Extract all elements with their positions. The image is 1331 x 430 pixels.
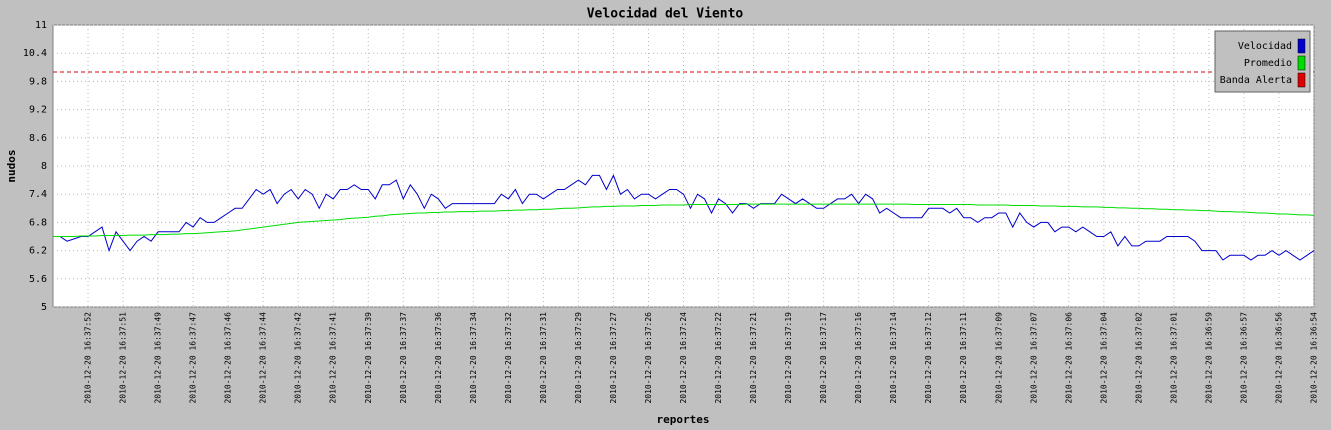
x-tick-label: 2010-12-20 16:37:31 xyxy=(539,312,548,404)
y-tick-label: 9.8 xyxy=(29,76,47,87)
legend-label: Velocidad xyxy=(1238,41,1292,52)
y-tick-label: 8.6 xyxy=(29,133,47,144)
x-tick-label: 2010-12-20 16:37:29 xyxy=(574,312,583,404)
series-line xyxy=(53,174,1315,261)
legend-swatch xyxy=(1297,38,1306,54)
marks xyxy=(53,71,1315,261)
x-tick-label: 2010-12-20 16:37:06 xyxy=(1064,312,1073,404)
x-axis-label: reportes xyxy=(657,413,710,426)
y-tick-label: 5.6 xyxy=(29,274,47,285)
y-tick-label: 5 xyxy=(41,302,47,313)
y-tick-label: 11 xyxy=(35,20,47,31)
x-tick-label: 2010-12-20 16:37:27 xyxy=(609,312,618,404)
x-tick-label: 2010-12-20 16:37:47 xyxy=(189,312,198,404)
x-tick-label: 2010-12-20 16:37:21 xyxy=(749,312,758,404)
x-tick-label: 2010-12-20 16:37:26 xyxy=(644,312,653,404)
chart-title: Velocidad del Viento xyxy=(587,7,744,22)
legend-label: Banda Alerta xyxy=(1220,75,1292,86)
y-tick-label: 10.4 xyxy=(23,48,47,59)
x-tick-label: 2010-12-20 16:37:42 xyxy=(294,312,303,404)
x-tick-label: 2010-12-20 16:36:54 xyxy=(1310,312,1319,404)
x-tick-label: 2010-12-20 16:37:07 xyxy=(1029,312,1038,404)
x-tick-label: 2010-12-20 16:37:01 xyxy=(1169,312,1178,404)
x-tick-label: 2010-12-20 16:37:37 xyxy=(399,312,408,404)
x-tick-label: 2010-12-20 16:37:09 xyxy=(994,312,1003,404)
x-tick-label: 2010-12-20 16:37:51 xyxy=(119,312,128,404)
x-tick-label: 2010-12-20 16:37:49 xyxy=(154,312,163,404)
x-tick-label: 2010-12-20 16:37:14 xyxy=(889,312,898,404)
x-tick-label: 2010-12-20 16:37:11 xyxy=(959,312,968,404)
x-tick-label: 2010-12-20 16:36:56 xyxy=(1274,312,1283,404)
x-tick-label: 2010-12-20 16:36:59 xyxy=(1204,312,1213,404)
x-tick-label: 2010-12-20 16:37:02 xyxy=(1134,312,1143,404)
x-tick-label: 2010-12-20 16:37:19 xyxy=(784,312,793,404)
grid: 5 5.6 6.2 6.8 7.4 8 8.6 9.2 9.8 10.4 11 2010-12-20 … xyxy=(23,20,1319,404)
series-line xyxy=(53,203,1315,237)
x-tick-label: 2010-12-20 16:37:22 xyxy=(714,312,723,404)
x-tick-label: 2010-12-20 16:37:52 xyxy=(84,312,93,404)
x-tick-label: 2010-12-20 16:37:17 xyxy=(819,312,828,404)
legend-label: Promedio xyxy=(1244,58,1292,69)
x-tick-label: 2010-12-20 16:37:24 xyxy=(679,312,688,404)
plot-area xyxy=(52,24,1315,308)
legend-swatch xyxy=(1297,72,1306,88)
legend-swatch xyxy=(1297,55,1306,71)
x-tick-label: 2010-12-20 16:37:36 xyxy=(434,312,443,404)
y-tick-label: 7.4 xyxy=(29,189,47,200)
x-tick-label: 2010-12-20 16:37:16 xyxy=(854,312,863,404)
x-tick-label: 2010-12-20 16:37:46 xyxy=(224,312,233,404)
x-tick-label: 2010-12-20 16:36:57 xyxy=(1239,312,1248,404)
y-tick-label: 9.2 xyxy=(29,105,47,116)
y-axis-label: nudos xyxy=(5,149,18,182)
x-tick-label: 2010-12-20 16:37:32 xyxy=(504,312,513,404)
x-tick-label: 2010-12-20 16:37:12 xyxy=(924,312,933,404)
y-tick-label: 8 xyxy=(41,161,47,172)
x-tick-label: 2010-12-20 16:37:41 xyxy=(329,312,338,404)
y-tick-label: 6.8 xyxy=(29,217,47,228)
legend: Velocidad Promedio Banda Alerta xyxy=(1214,30,1311,93)
y-tick-label: 6.2 xyxy=(29,246,47,257)
legend-box xyxy=(1214,30,1311,93)
x-tick-label: 2010-12-20 16:37:39 xyxy=(364,312,373,404)
x-tick-label: 2010-12-20 16:37:04 xyxy=(1099,312,1108,404)
x-tick-label: 2010-12-20 16:37:34 xyxy=(469,312,478,404)
x-tick-label: 2010-12-20 16:37:44 xyxy=(259,312,268,404)
